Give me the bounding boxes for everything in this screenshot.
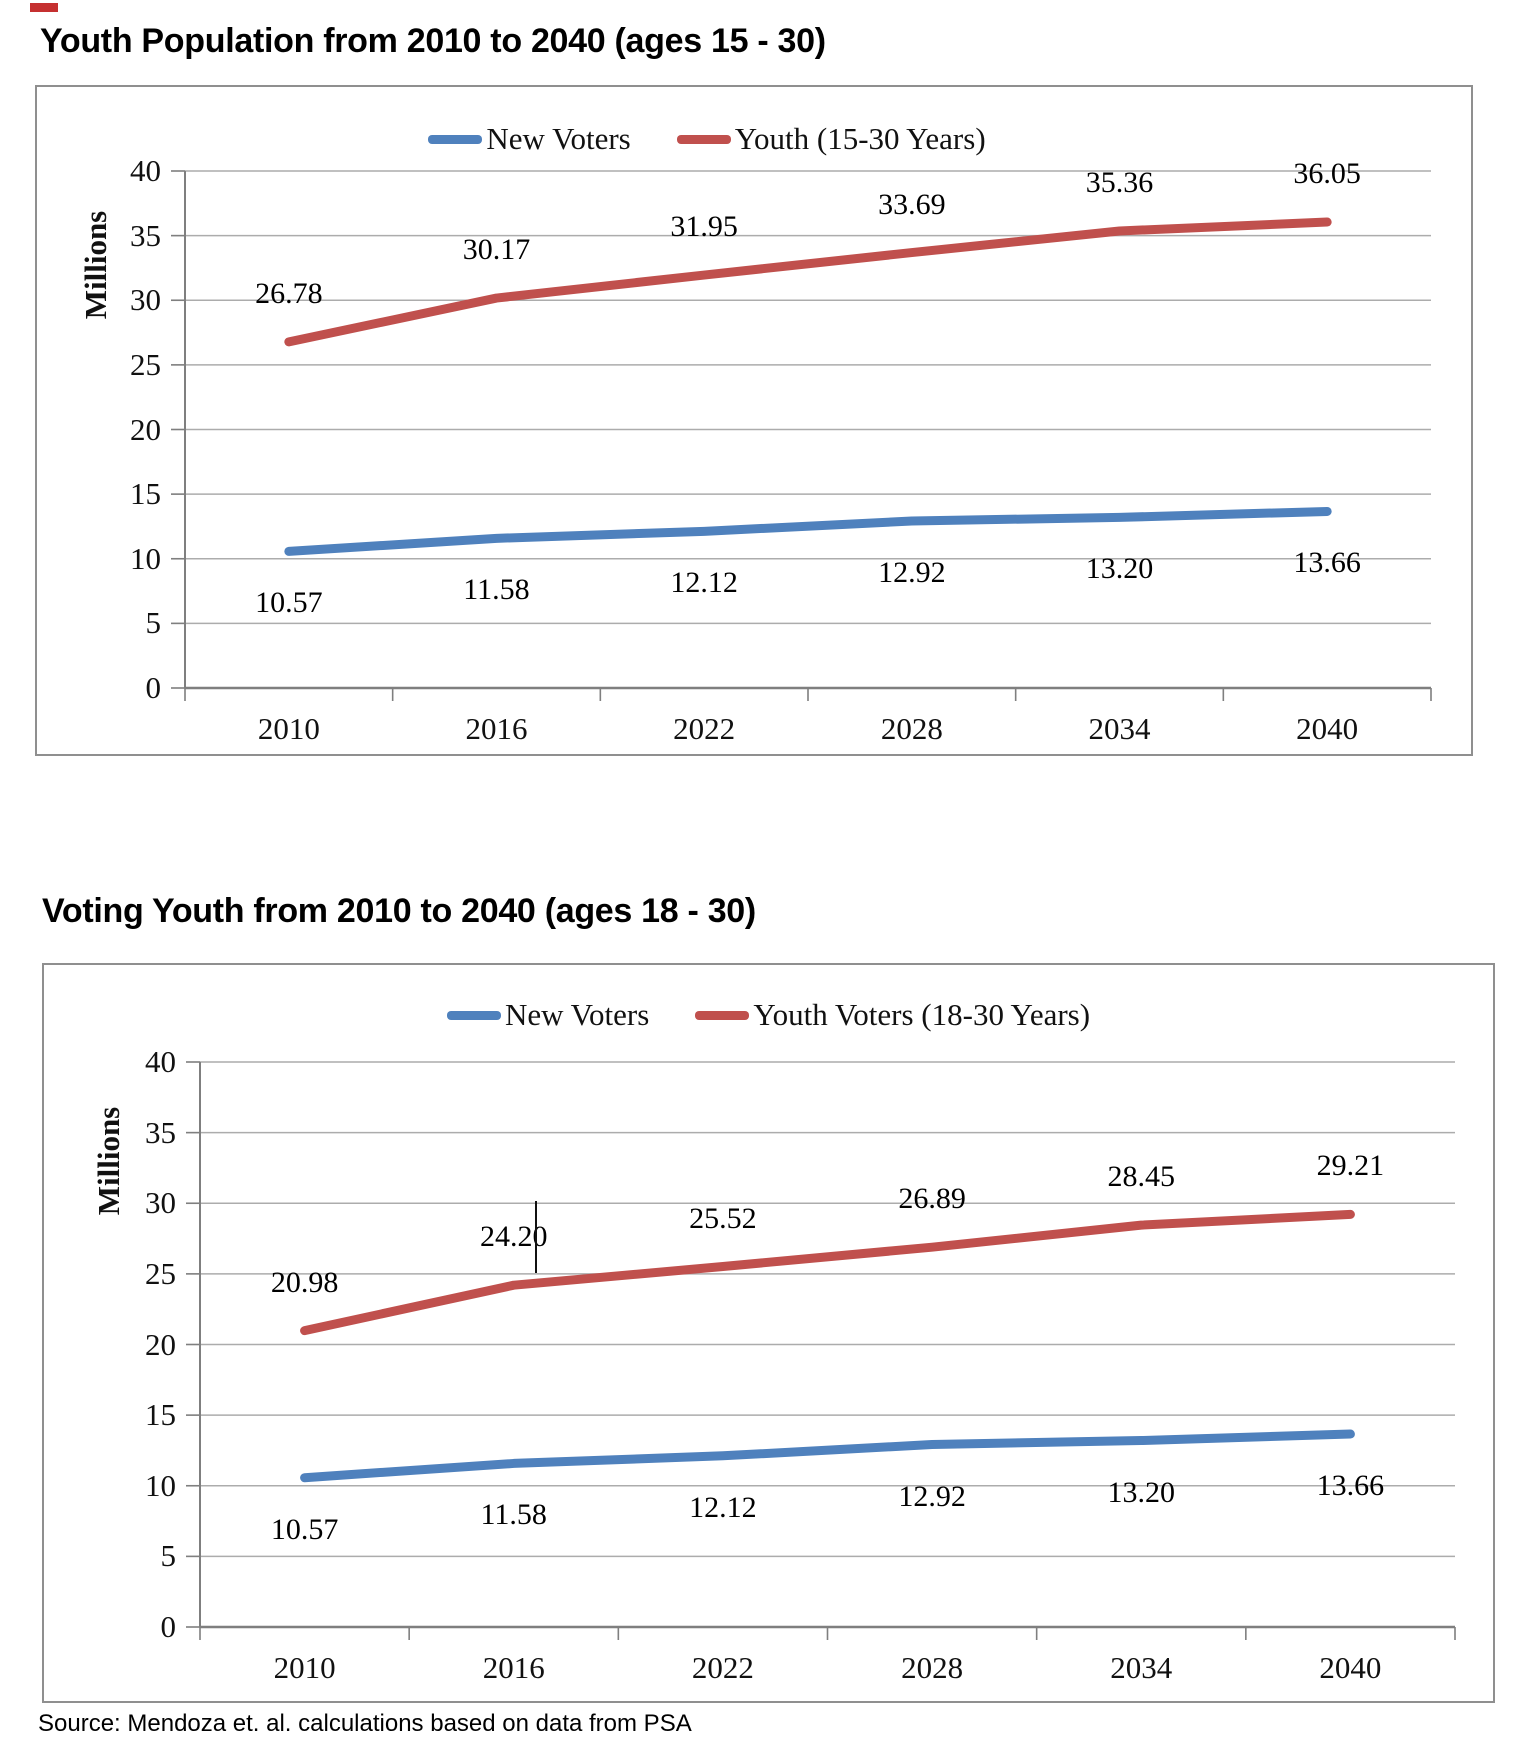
source-note: Source: Mendoza et. al. calculations bas… bbox=[38, 1710, 692, 1737]
ytick-label: 15 bbox=[130, 476, 161, 512]
data-label: 13.66 bbox=[1316, 1469, 1385, 1503]
legend: New Voters Youth Voters (18-30 Years) bbox=[44, 997, 1493, 1033]
xtick-label: 2010 bbox=[257, 711, 320, 746]
ytick-label: 30 bbox=[130, 282, 161, 318]
chart-area: 0 5 10 15 20 25 30 35 40 2010 2016 2022 2028 2034 2040… bbox=[35, 85, 1473, 756]
legend-item: Youth Voters (18-30 Years) bbox=[695, 997, 1090, 1033]
legend-item: Youth (15-30 Years) bbox=[676, 121, 986, 157]
ytick-label: 25 bbox=[145, 1255, 176, 1291]
data-label: 24.20 bbox=[480, 1220, 548, 1254]
data-label: 35.36 bbox=[1085, 165, 1154, 199]
data-label: 13.20 bbox=[1107, 1475, 1176, 1509]
data-label: 20.98 bbox=[270, 1265, 339, 1299]
line-series-new_voters bbox=[300, 1429, 1355, 1483]
ytick-label: 5 bbox=[145, 605, 162, 641]
data-label: 30.17 bbox=[462, 233, 531, 267]
red-mark-artifact bbox=[30, 3, 58, 12]
data-label: 28.45 bbox=[1107, 1160, 1176, 1194]
legend-line-swatch bbox=[676, 134, 731, 144]
data-label: 12.12 bbox=[689, 1490, 757, 1524]
data-label: 12.92 bbox=[878, 556, 946, 589]
legend-label: New Voters bbox=[504, 997, 650, 1032]
chart-area: 0 5 10 15 20 25 30 35 40 2010 2016 2022 2028 2034 2040… bbox=[42, 963, 1495, 1703]
xtick-label: 2016 bbox=[482, 1650, 545, 1685]
data-label: 10.57 bbox=[270, 1512, 339, 1546]
line-series-youth bbox=[300, 1209, 1355, 1336]
ytick-label: 10 bbox=[130, 540, 161, 576]
text-cursor-artifact bbox=[534, 1201, 537, 1274]
data-label: 10.57 bbox=[255, 586, 323, 620]
xtick-label: 2016 bbox=[465, 711, 528, 746]
xtick-label: 2040 bbox=[1319, 1650, 1382, 1685]
legend-label: Youth Voters (18-30 Years) bbox=[753, 997, 1091, 1032]
y-axis-title: Millions bbox=[78, 210, 113, 320]
legend-item: New Voters bbox=[428, 121, 631, 157]
data-label: 31.95 bbox=[670, 210, 738, 244]
xtick-label: 2010 bbox=[273, 1650, 336, 1685]
data-label: 29.21 bbox=[1316, 1149, 1385, 1183]
data-label: 33.69 bbox=[878, 187, 946, 221]
xtick-label: 2040 bbox=[1296, 711, 1359, 746]
line-series-youth bbox=[284, 217, 1332, 347]
chart-title: Youth Population from 2010 to 2040 (ages… bbox=[40, 22, 826, 60]
legend-label: New Voters bbox=[486, 121, 631, 156]
data-label: 26.78 bbox=[255, 276, 323, 310]
legend: New Voters Youth (15-30 Years) bbox=[0, 121, 1424, 157]
ytick-label: 35 bbox=[130, 217, 161, 253]
ytick-label: 5 bbox=[160, 1538, 177, 1574]
legend-item: New Voters bbox=[446, 997, 650, 1033]
ytick-label: 0 bbox=[160, 1609, 177, 1644]
ytick-label: 40 bbox=[130, 153, 161, 188]
legend-line-swatch bbox=[428, 134, 483, 144]
data-label: 25.52 bbox=[689, 1201, 757, 1235]
legend-line-swatch bbox=[695, 1010, 750, 1020]
data-label: 13.66 bbox=[1293, 546, 1361, 580]
data-label: 12.12 bbox=[670, 566, 738, 600]
data-label: 11.58 bbox=[463, 573, 530, 607]
data-label: 36.05 bbox=[1293, 157, 1361, 191]
plot-svg bbox=[171, 170, 1432, 701]
data-label: 12.92 bbox=[898, 1479, 966, 1513]
data-label: 26.89 bbox=[898, 1182, 966, 1216]
ytick-label: 40 bbox=[145, 1044, 176, 1079]
plot-svg bbox=[186, 1061, 1456, 1640]
xtick-label: 2028 bbox=[880, 711, 943, 746]
ytick-label: 10 bbox=[145, 1467, 176, 1503]
ytick-label: 20 bbox=[145, 1326, 176, 1362]
legend-line-swatch bbox=[446, 1010, 501, 1020]
ytick-label: 30 bbox=[145, 1185, 176, 1221]
xtick-label: 2034 bbox=[1088, 711, 1151, 746]
xtick-label: 2034 bbox=[1110, 1650, 1173, 1685]
chart-title: Voting Youth from 2010 to 2040 (ages 18 … bbox=[42, 892, 756, 930]
ytick-label: 25 bbox=[130, 346, 161, 382]
data-label: 13.20 bbox=[1085, 552, 1154, 586]
data-label: 11.58 bbox=[480, 1498, 547, 1532]
ytick-label: 20 bbox=[130, 411, 161, 447]
xtick-label: 2028 bbox=[901, 1650, 964, 1685]
legend-label: Youth (15-30 Years) bbox=[734, 121, 986, 156]
y-axis-title: Millions bbox=[91, 1106, 126, 1216]
ytick-label: 15 bbox=[145, 1397, 176, 1433]
xtick-label: 2022 bbox=[673, 711, 736, 746]
ytick-label: 35 bbox=[145, 1114, 176, 1150]
xtick-label: 2022 bbox=[691, 1650, 754, 1685]
line-series-new_voters bbox=[284, 506, 1332, 556]
ytick-label: 0 bbox=[145, 670, 162, 705]
